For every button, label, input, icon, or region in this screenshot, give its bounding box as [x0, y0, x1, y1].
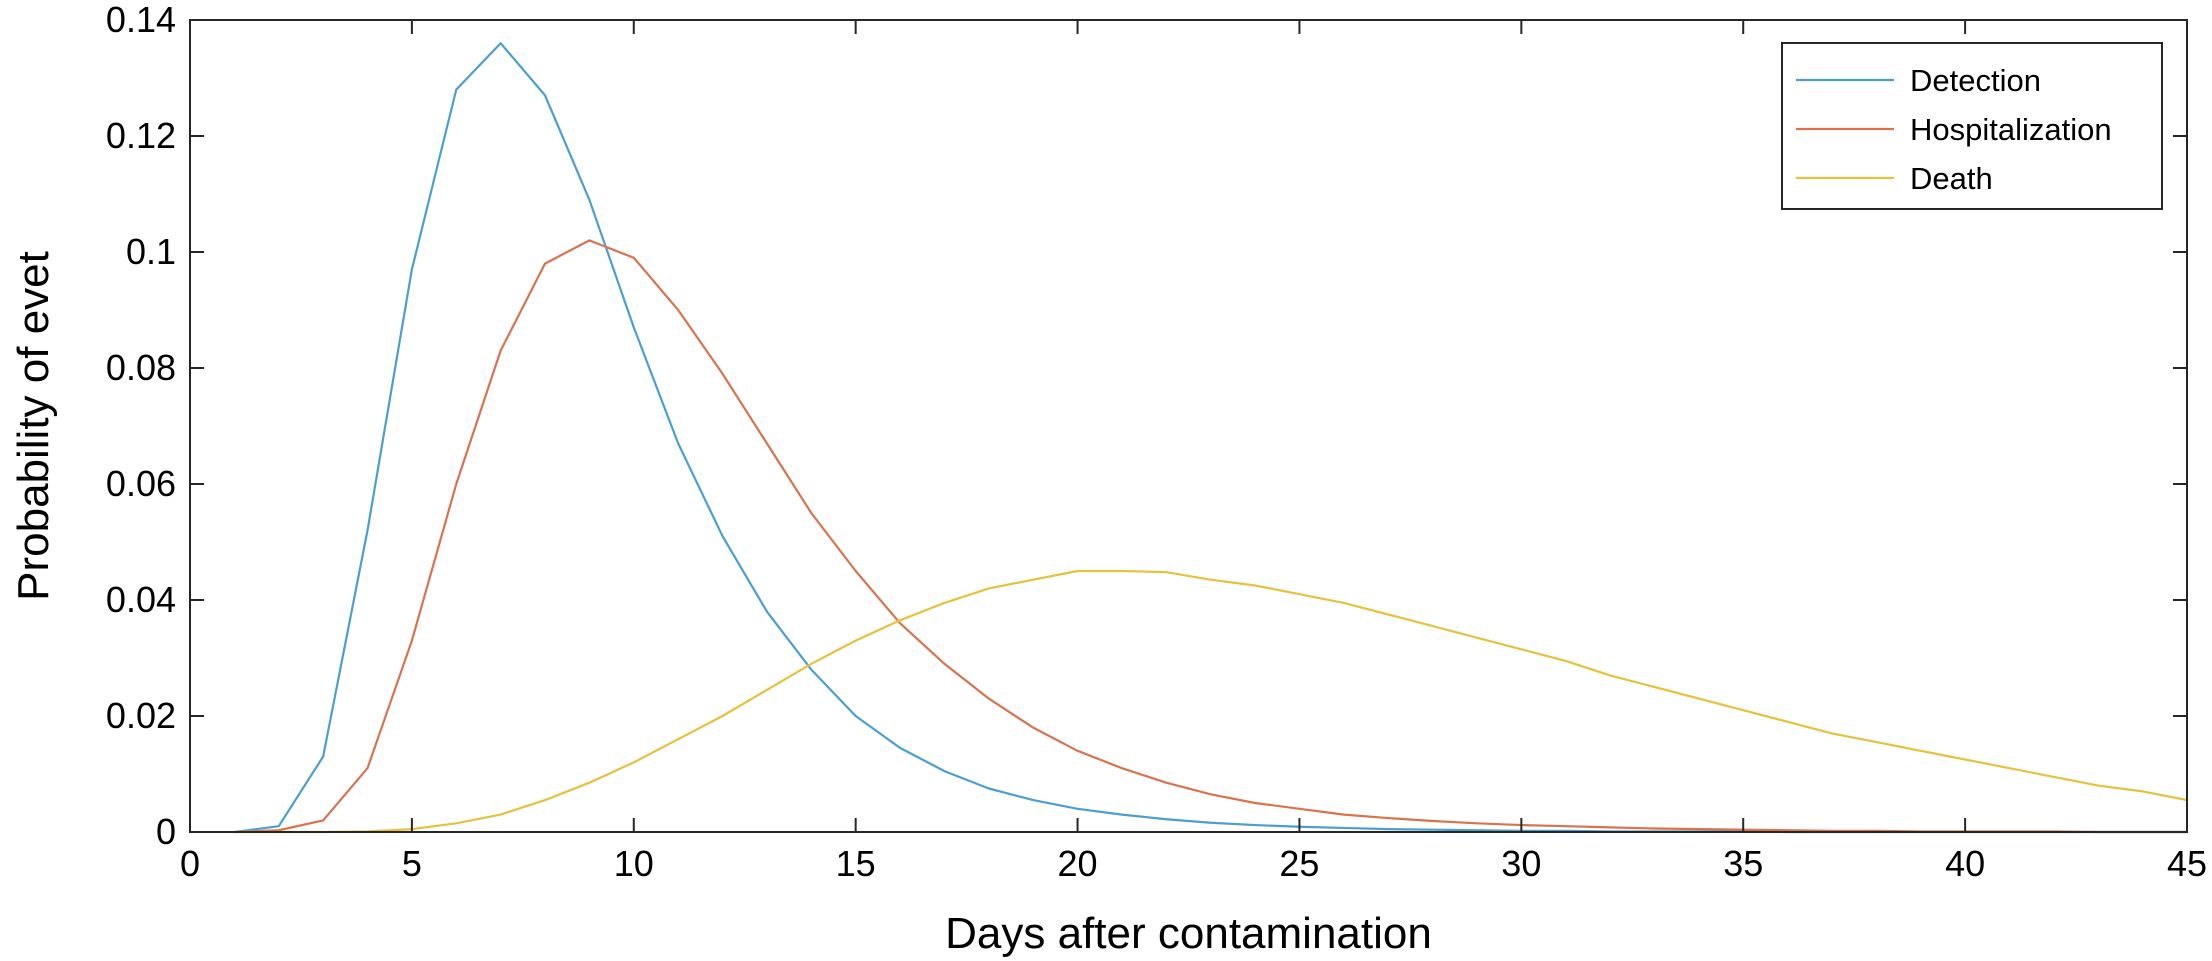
- y-tick-label: 0: [156, 811, 176, 852]
- y-tick-label: 0.08: [106, 347, 176, 388]
- x-tick-label: 30: [1501, 843, 1541, 884]
- x-tick-label: 20: [1058, 843, 1098, 884]
- y-tick-label: 0.06: [106, 463, 176, 504]
- legend-label-hospitalization: Hospitalization: [1910, 112, 2112, 147]
- legend-box: [1781, 42, 2163, 210]
- x-tick-label: 45: [2167, 843, 2207, 884]
- legend: Detection Hospitalization Death: [1781, 42, 2163, 210]
- x-tick-label: 35: [1723, 843, 1763, 884]
- y-tick-label: 0.04: [106, 579, 176, 620]
- y-tick-label: 0.02: [106, 695, 176, 736]
- y-tick-label: 0.1: [126, 231, 176, 272]
- series-line-hospitalization: [234, 239, 2187, 834]
- x-tick-label: 40: [1945, 843, 1985, 884]
- x-tick-label: 15: [836, 843, 876, 884]
- tick-layer: 0 5 10 15 20 25 30 35 40 45 0 0.02 0.04 0.06 0.08 0.1 0.…: [106, 0, 2207, 884]
- y-axis-title: Probability of evet: [9, 251, 58, 601]
- legend-label-death: Death: [1910, 161, 1993, 196]
- x-axis-title: Days after contamination: [945, 909, 1432, 958]
- x-tick-label: 25: [1279, 843, 1319, 884]
- y-tick-label: 0.12: [106, 115, 176, 156]
- x-tick-label: 10: [614, 843, 654, 884]
- series-line-death: [234, 569, 2188, 834]
- y-tick-label: 0.14: [106, 0, 176, 40]
- x-tick-label: 5: [402, 843, 422, 884]
- plot-frame: [189, 19, 2188, 833]
- legend-label-detection: Detection: [1910, 63, 2041, 98]
- x-tick-label: 0: [180, 843, 200, 884]
